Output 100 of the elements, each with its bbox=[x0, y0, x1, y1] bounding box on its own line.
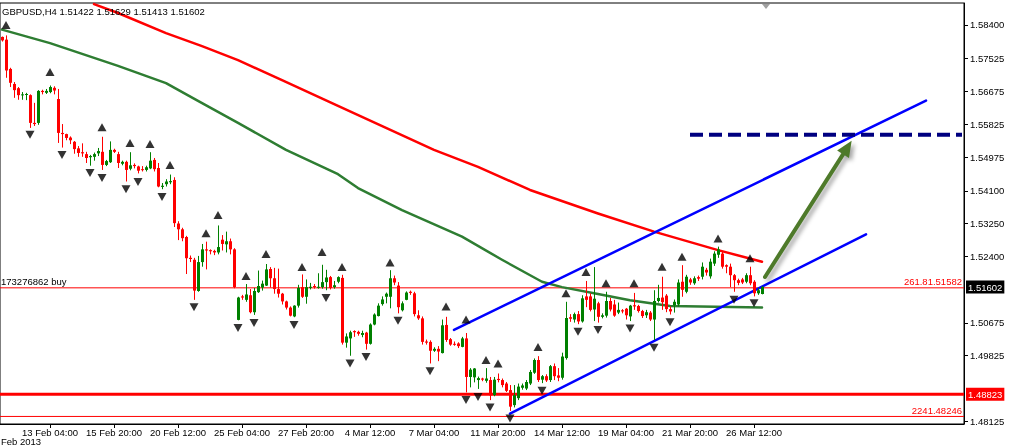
annotation: 2241.48246 bbox=[911, 404, 962, 416]
point bbox=[473, 393, 483, 402]
x-tick-label: 26 Mar 12:00 bbox=[726, 426, 782, 438]
candlestick bbox=[369, 322, 372, 346]
point bbox=[481, 356, 491, 364]
candlestick bbox=[581, 294, 584, 324]
point bbox=[289, 320, 299, 329]
x-tick-label: 15 Feb 20:00 bbox=[86, 426, 142, 438]
point bbox=[261, 249, 271, 258]
point bbox=[461, 396, 471, 405]
point bbox=[593, 325, 603, 334]
point bbox=[337, 263, 347, 272]
point bbox=[485, 403, 495, 412]
y-tick-label: 1.58400 bbox=[970, 19, 1005, 31]
candlestick bbox=[429, 339, 432, 364]
point bbox=[85, 169, 95, 178]
point bbox=[317, 248, 327, 257]
x-tick-label: 20 Feb 12:00 bbox=[150, 426, 206, 438]
y-tick-label: 1.49825 bbox=[970, 350, 1005, 362]
candlestick bbox=[317, 272, 320, 290]
candlestick bbox=[201, 243, 204, 268]
point bbox=[749, 299, 759, 308]
candlestick bbox=[413, 291, 416, 317]
annotation: 261.81.51582 bbox=[903, 276, 962, 288]
candlestick bbox=[633, 292, 636, 311]
x-tick-label: 27 Feb 20:00 bbox=[278, 426, 334, 438]
point bbox=[537, 386, 547, 395]
point bbox=[97, 174, 107, 183]
candlestick bbox=[589, 292, 592, 312]
candlestick bbox=[537, 355, 540, 383]
x-tick-label: 7 Mar 04:00 bbox=[408, 426, 460, 438]
point bbox=[233, 324, 243, 332]
point bbox=[201, 229, 211, 238]
candlestick bbox=[653, 289, 656, 341]
point bbox=[121, 185, 131, 194]
candlestick bbox=[225, 231, 228, 253]
point bbox=[1, 20, 11, 29]
candlestick bbox=[605, 291, 608, 319]
candlestick bbox=[593, 266, 596, 322]
point bbox=[573, 327, 583, 336]
candlestick bbox=[205, 241, 208, 270]
candlestick bbox=[709, 258, 712, 280]
point bbox=[297, 263, 307, 272]
point bbox=[745, 254, 755, 263]
candlestick bbox=[109, 140, 112, 164]
text: Feb 2013 bbox=[1, 435, 42, 447]
candlestick bbox=[253, 287, 256, 316]
point bbox=[361, 352, 371, 361]
text: 1.51602 bbox=[968, 281, 1003, 293]
candlestick bbox=[677, 278, 680, 307]
candlestick bbox=[469, 367, 472, 388]
candlestick bbox=[101, 136, 104, 171]
x-tick-label: 11 Mar 20:00 bbox=[470, 426, 526, 438]
point bbox=[249, 318, 259, 327]
point bbox=[157, 192, 167, 201]
candlestick bbox=[493, 376, 496, 397]
y-tick-label: 1.56675 bbox=[970, 85, 1005, 97]
point bbox=[165, 160, 175, 169]
point bbox=[657, 262, 667, 271]
y-tick-label: 1.52400 bbox=[970, 250, 1005, 262]
y-tick-label: 1.57525 bbox=[970, 53, 1005, 65]
candlestick bbox=[325, 269, 328, 291]
point bbox=[425, 367, 435, 376]
point bbox=[125, 138, 135, 147]
candlestick bbox=[125, 160, 128, 182]
ref-line-label: 173276862 buy bbox=[1, 276, 67, 288]
y-tick-label: 1.55825 bbox=[970, 118, 1005, 130]
y-tick-label: 1.54100 bbox=[970, 185, 1005, 197]
point bbox=[213, 211, 223, 220]
x-tick-label: 14 Mar 12:00 bbox=[534, 426, 590, 438]
point bbox=[97, 123, 107, 132]
candlestick bbox=[665, 293, 668, 313]
candlestick bbox=[445, 316, 448, 343]
point bbox=[713, 234, 723, 243]
candlestick bbox=[421, 315, 424, 346]
y-tick-label: 1.53250 bbox=[970, 218, 1005, 230]
x-tick-label: 4 Mar 12:00 bbox=[344, 426, 396, 438]
candlestick bbox=[89, 154, 92, 167]
ref-line-label: 1.48823 bbox=[968, 388, 1003, 400]
point bbox=[189, 303, 199, 312]
candlestick bbox=[453, 341, 456, 347]
candlestick bbox=[61, 123, 64, 149]
point bbox=[241, 271, 251, 280]
candlestick bbox=[685, 274, 688, 294]
point bbox=[625, 324, 635, 333]
candlestick bbox=[297, 284, 300, 309]
candlestick bbox=[217, 224, 220, 255]
candlestick bbox=[157, 162, 160, 188]
candlestick bbox=[81, 142, 84, 158]
candlestick bbox=[597, 301, 600, 324]
point bbox=[629, 279, 639, 288]
candlestick bbox=[129, 151, 132, 171]
point bbox=[45, 68, 55, 77]
x-tick-label: 21 Mar 20:00 bbox=[662, 426, 718, 438]
y-tick-label: 1.48125 bbox=[970, 415, 1005, 427]
point bbox=[533, 342, 543, 351]
point bbox=[133, 177, 143, 186]
candlestick bbox=[265, 263, 268, 287]
x-tick-label: 19 Mar 04:00 bbox=[598, 426, 654, 438]
point bbox=[665, 318, 675, 327]
